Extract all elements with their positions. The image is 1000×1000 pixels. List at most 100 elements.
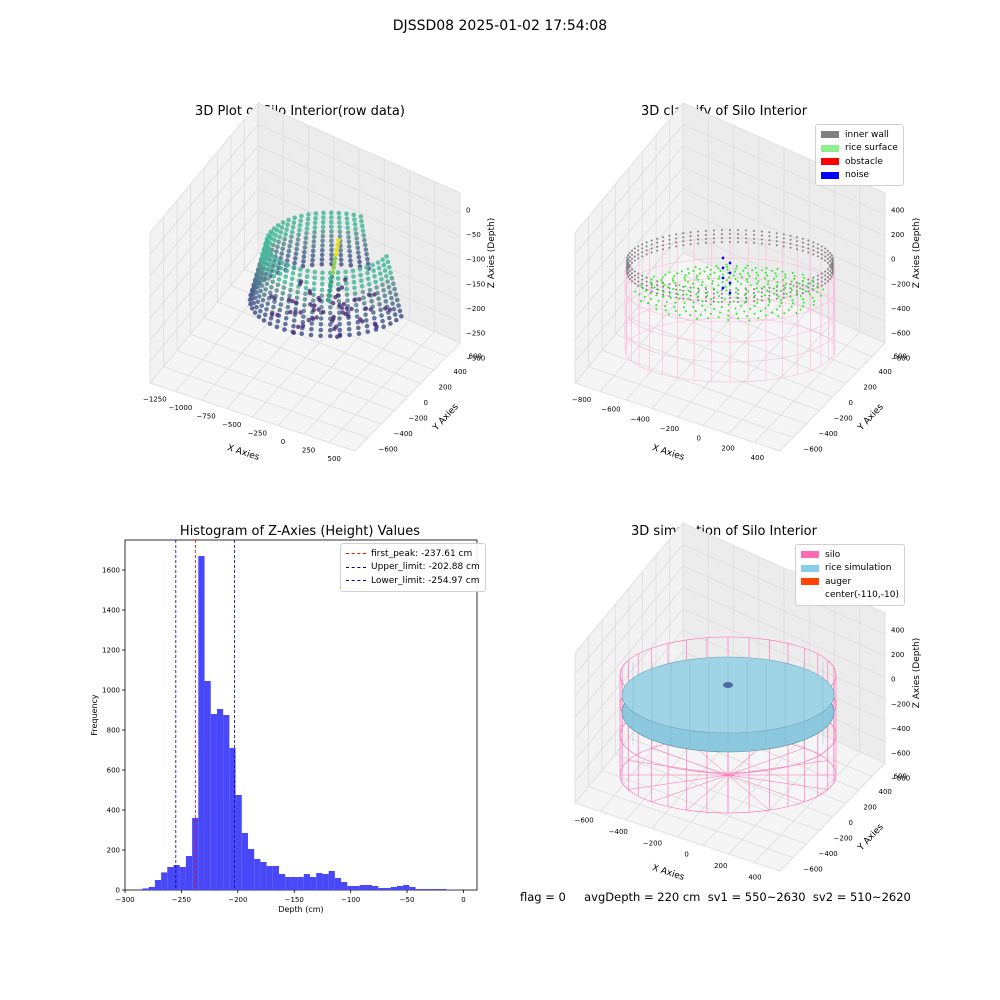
raw-point [319,293,325,298]
legend-label: Upper_limit: -202.88 cm [371,562,480,573]
classify-inner-wall-point [753,241,756,244]
classify-inner-wall-point [760,238,763,241]
raw-point [279,251,285,256]
classify-noise-point [728,291,732,295]
classify-inner-wall-point [650,290,653,293]
classify-gridline [574,188,684,319]
raw-point [319,261,325,267]
legend-label: inner wall [845,129,889,140]
classify-rice-point [734,307,737,310]
raw-point [366,282,372,287]
classify-inner-wall-point [689,298,692,301]
classify-inner-wall-point [633,251,636,254]
figure-title: DJSSD08 2025-01-02 17:54:08 [392,18,608,34]
histogram-bar [440,889,447,890]
classify-inner-wall-point [675,245,678,248]
raw-point [316,307,321,312]
classify-rice-point [695,276,698,279]
histogram-bar [390,887,397,890]
classify-rice-point [784,282,787,285]
raw-point [284,268,290,274]
classify-inner-wall-point [807,286,810,289]
raw-point [335,293,341,298]
histogram-bar [272,866,279,890]
raw-point [298,267,303,272]
classify-inner-wall-point [682,232,685,235]
raw-point [268,229,274,235]
raw-point [363,312,368,318]
classify-inner-wall-point [704,292,707,295]
classify-rice-point [692,270,695,273]
raw-point [278,265,284,271]
raw-point [365,329,371,335]
classify-rice-point [776,267,779,270]
raw-point [335,270,341,275]
classify-rice-point [692,301,695,304]
classify-rice-point [755,271,758,274]
simulation-silo-floor-spoke [727,774,828,790]
classify-inner-wall-point [820,249,823,252]
classify-inner-wall-point [631,280,634,283]
classify-inner-wall-point [775,232,778,235]
classify-gridline [682,231,886,322]
raw-ztick-label: −300 [466,354,485,362]
classify-inner-wall-point [824,251,827,254]
simulation-zaxis-label: Z Axies (Depth) [912,638,922,709]
raw-point [293,251,299,256]
raw-point [302,302,307,308]
classify-inner-wall-point [628,274,631,277]
raw-point [327,288,332,294]
classify-inner-wall-point [760,234,763,237]
classify-zaxis-label: Z Axies (Depth) [912,218,922,289]
classify-rice-point [669,292,672,295]
simulation-gridline [682,565,886,657]
raw-point [320,219,326,225]
classify-inner-wall-point [824,282,827,285]
classify-rice-point [683,301,686,304]
classify-inner-wall-point [712,237,715,240]
classify-inner-wall-point [628,263,631,266]
classify-inner-wall-point [641,255,644,258]
raw-point [360,289,366,295]
classify-rice-point [801,279,804,282]
histogram-bar [266,866,273,890]
classify-inner-wall-point [626,256,629,259]
histogram-xtick-label: −200 [228,896,247,904]
raw-point [295,242,300,247]
classify-inner-wall-point [682,297,685,300]
classify-rice-point [775,275,778,278]
simulation-ytick-label: 400 [879,788,892,796]
classify-inner-wall-point [697,238,700,241]
classify-inner-wall-point [830,262,833,265]
classify-rice-point [684,310,687,313]
classify-rice-point [719,311,722,314]
raw-point [301,314,306,319]
raw-point [381,324,386,330]
raw-point [364,323,370,329]
raw-point [311,281,317,286]
raw-point [360,223,365,229]
raw-point [381,262,387,268]
classify-rice-point [735,291,738,294]
classify-wall-ring [624,277,836,343]
classify-inner-wall-point [720,237,723,240]
classify-inner-wall-point [668,295,671,298]
raw-point [337,321,343,327]
classify-inner-wall-point [745,288,748,291]
classify-xtick-label: 0 [697,435,701,443]
classify-inner-wall-point [712,300,715,303]
classify-inner-wall-point [795,248,798,251]
classify-inner-wall-point [633,259,636,262]
raw-point [311,286,317,292]
classify-rice-point [735,267,738,270]
classify-rice-point [732,274,735,277]
raw-point [274,324,280,330]
raw-point [397,308,403,314]
classify-inner-wall-point [795,293,798,296]
simulation-gridline [728,740,835,855]
raw-xtick-label: −500 [222,421,241,429]
classify-inner-wall-point [829,255,832,258]
histogram-bar [229,748,236,890]
simulation-center-marker [723,682,733,688]
classify-gridline [682,145,886,237]
